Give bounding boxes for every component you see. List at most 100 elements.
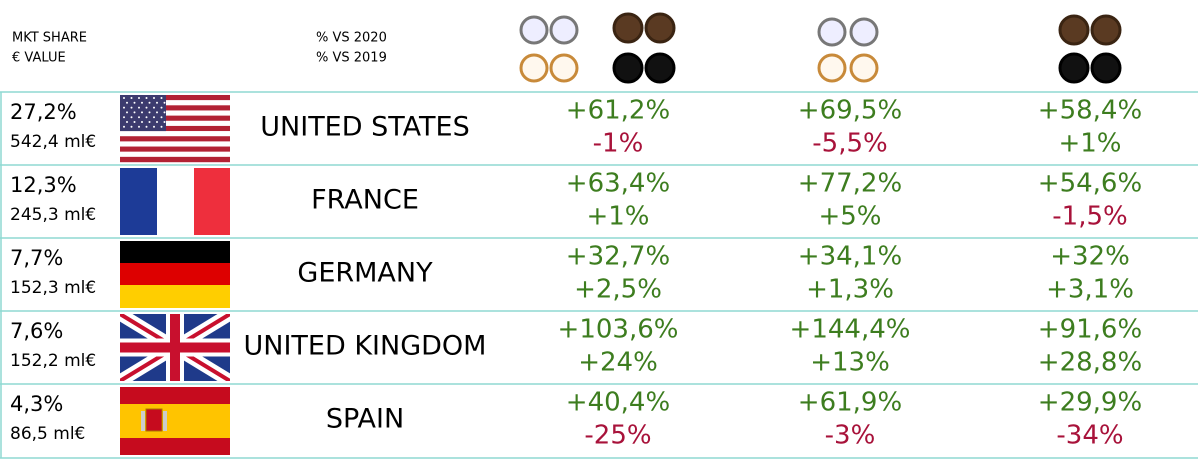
star [156,102,158,104]
star [156,121,158,123]
change-vs-2020: +61,9% [798,388,902,418]
market-share: 7,7% [10,246,63,270]
change-vs-2019: +5% [818,202,881,232]
country: UNITED KINGDOM [244,331,487,362]
flag-france [120,168,230,235]
euro-value: 542,4 ml€ [10,132,96,152]
change-vs-2019: +1,3% [806,275,894,305]
star [141,121,143,123]
stripe [120,147,230,152]
market-share: 27,2% [10,100,77,124]
star [131,126,133,128]
change-vs-2019: +2,5% [574,275,662,305]
country: UNITED STATES [260,112,469,143]
change-vs-2019: -3% [825,421,876,451]
euro-value: 245,3 ml€ [10,205,96,225]
euro-value: 152,2 ml€ [10,351,96,371]
star [138,107,140,109]
star [149,111,151,113]
flag-spain [120,387,230,455]
star [131,107,133,109]
star [153,126,155,128]
flag-us [120,95,230,162]
change-vs-2020: +69,5% [798,96,902,126]
star [146,126,148,128]
star [123,126,125,128]
star [138,97,140,99]
change-vs-2019: +24% [578,348,658,378]
star [146,116,148,118]
star [146,97,148,99]
market-share: 12,3% [10,173,77,197]
flag-germany [120,241,230,308]
star [131,116,133,118]
star [149,102,151,104]
stripe [120,152,230,157]
star [141,102,143,104]
star [123,116,125,118]
country: FRANCE [311,185,419,216]
star [161,107,163,109]
stripe [120,141,230,146]
change-vs-2019: -1,5% [1052,202,1127,232]
star [164,111,166,113]
flag-uk [120,314,230,381]
change-vs-2020: +54,6% [1038,169,1142,199]
header-label: MKT SHARE [12,31,87,46]
euro-value: 152,3 ml€ [10,278,96,298]
change-vs-2020: +144,4% [790,315,911,345]
change-vs-2020: +29,9% [1038,388,1142,418]
star [131,97,133,99]
country: GERMANY [297,258,433,289]
star [134,121,136,123]
change-vs-2020: +34,1% [798,242,902,272]
star [134,102,136,104]
stripe [120,157,230,162]
star [146,107,148,109]
star [138,126,140,128]
change-vs-2020: +58,4% [1038,96,1142,126]
star [126,121,128,123]
page: MKT SHARE € VALUE % VS 2020 % VS 2019 27… [0,0,1198,461]
change-vs-2020: +63,4% [566,169,670,199]
star [123,97,125,99]
star [153,107,155,109]
change-vs-2019: +1% [586,202,649,232]
star [153,116,155,118]
star [161,126,163,128]
change-vs-2020: +32% [1050,242,1130,272]
change-vs-2019: +13% [810,348,890,378]
market-share: 4,3% [10,392,63,416]
change-vs-2020: +40,4% [566,388,670,418]
change-vs-2019: -25% [584,421,651,451]
star [164,102,166,104]
country: SPAIN [326,404,404,435]
star [134,111,136,113]
star [138,116,140,118]
star [161,116,163,118]
glasses-icons [521,14,1120,82]
star [164,121,166,123]
star [126,111,128,113]
change-vs-2020: +77,2% [798,169,902,199]
stripe [120,131,230,136]
header-label: % VS 2019 [316,51,387,66]
change-vs-2019: +1% [1058,129,1121,159]
euro-value: 86,5 ml€ [10,424,85,444]
change-vs-2019: +3,1% [1046,275,1134,305]
star [141,111,143,113]
star [161,97,163,99]
change-vs-2020: +32,7% [566,242,670,272]
change-vs-2020: +61,2% [566,96,670,126]
change-vs-2020: +103,6% [558,315,679,345]
star [123,107,125,109]
change-vs-2019: -5,5% [812,129,887,159]
header-label: € VALUE [12,51,66,66]
market-share: 7,6% [10,319,63,343]
change-vs-2019: -1% [593,129,644,159]
star [149,121,151,123]
star [153,97,155,99]
change-vs-2019: -34% [1056,421,1123,451]
star [156,111,158,113]
star [126,102,128,104]
